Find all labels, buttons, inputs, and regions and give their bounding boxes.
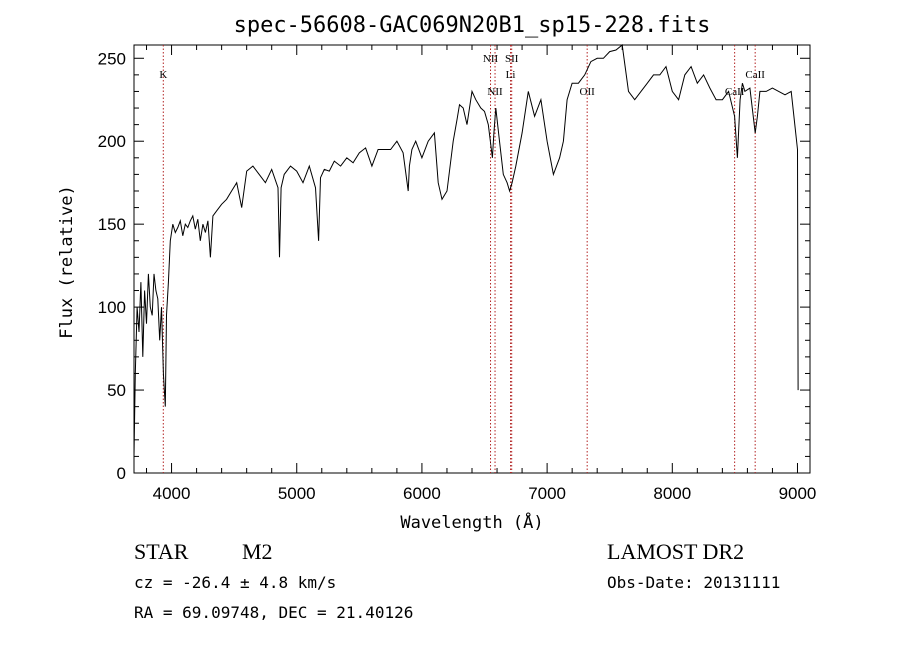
y-axis-label: Flux (relative) [57, 185, 77, 339]
object-subclass: M2 [242, 539, 273, 564]
line-marker-label: Li [506, 69, 516, 81]
line-marker-label: OII [580, 86, 596, 98]
y-tick-label: 0 [117, 464, 126, 483]
chart-title: spec-56608-GAC069N20B1_sp15-228.fits [234, 13, 711, 38]
y-tick-label: 200 [98, 132, 126, 151]
x-tick-label: 8000 [653, 484, 691, 503]
y-tick-label: 250 [98, 49, 126, 68]
axes: 4000 5000 6000 7000 8000 9000 0 50 100 150 200 250 [98, 45, 817, 503]
x-tick-label: 7000 [528, 484, 566, 503]
x-tick-label: 9000 [779, 484, 817, 503]
line-marker-label: CaII [745, 69, 765, 81]
line-marker-label: SII [505, 53, 519, 65]
x-tick-label: 4000 [153, 484, 191, 503]
coords-text: RA = 69.09748, DEC = 21.40126 [134, 603, 414, 622]
x-tick-label: 5000 [278, 484, 316, 503]
obs-date: Obs-Date: 20131111 [607, 573, 781, 592]
y-tick-label: 100 [98, 298, 126, 317]
y-tick-label: 50 [107, 381, 126, 400]
survey-label: LAMOST DR2 [607, 539, 745, 564]
line-marker-label: NII [487, 86, 503, 98]
x-axis-label: Wavelength (Å) [400, 511, 543, 533]
plot-frame [133, 44, 811, 474]
cz-text: cz = -26.4 ± 4.8 km/s [134, 573, 337, 592]
x-tick-label: 6000 [403, 484, 441, 503]
y-tick-label: 150 [98, 215, 126, 234]
object-class: STAR [134, 539, 189, 564]
line-marker-label: NII [483, 53, 499, 65]
line-marker-label: K [159, 69, 167, 81]
spectrum-line [133, 44, 799, 457]
